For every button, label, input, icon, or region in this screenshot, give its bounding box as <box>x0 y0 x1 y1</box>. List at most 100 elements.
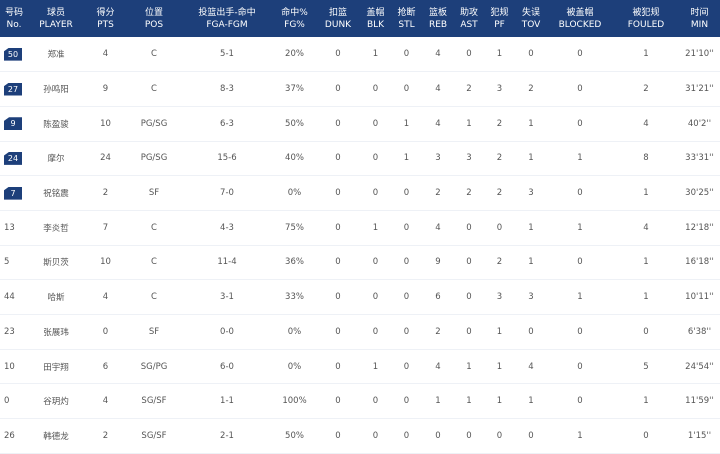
cell-pts: 24 <box>100 153 111 164</box>
cell-pos: C <box>151 292 157 303</box>
cell-tov: 1 <box>528 257 534 268</box>
cell-blocked: 0 <box>577 188 583 199</box>
cell-player: 摩尔 <box>47 154 65 165</box>
cell-pf: 3 <box>496 84 503 95</box>
cell-blk: 0 <box>372 292 379 303</box>
cell-pf: 2 <box>496 188 503 199</box>
cell-pf: 1 <box>496 396 503 407</box>
cell-dunk: 0 <box>335 292 341 303</box>
cell-stl: 0 <box>403 222 410 233</box>
column-header-no: 号码 No. <box>0 0 28 37</box>
cell-player: 郑准 <box>47 50 65 61</box>
cell-stl: 0 <box>403 396 410 407</box>
cell-fg-pct: 75% <box>285 222 304 233</box>
column-header-player: 球员 PLAYER <box>28 0 84 37</box>
cell-pts: 2 <box>102 188 109 199</box>
column-header-cn: 球员 <box>46 7 65 18</box>
column-header-ast: 助攻 AST <box>454 0 484 37</box>
cell-fga-fgm: 3-1 <box>220 292 234 303</box>
column-header-reb: 篮板 REB <box>422 0 454 37</box>
column-header-pf: 犯规 PF <box>484 0 515 37</box>
cell-ast: 0 <box>466 49 472 60</box>
column-header-en: REB <box>428 19 448 30</box>
column-header-cn: 命中% <box>281 7 308 18</box>
cell-ast: 3 <box>466 153 472 164</box>
cell-blocked: 0 <box>577 84 583 95</box>
table-row: 27 孙鸣阳 9 C 8-3 37% 0 0 0 4 2 3 2 0 2 31'21'' <box>0 72 720 107</box>
cell-min: 24'54'' <box>685 361 714 372</box>
cell-pos: SG/SF <box>141 430 167 441</box>
cell-stl: 0 <box>403 84 410 95</box>
cell-player: 张展玮 <box>43 327 69 338</box>
column-header-pos: 位置 POS <box>127 0 181 37</box>
cell-pf: 2 <box>496 153 503 164</box>
cell-pts: 7 <box>102 222 109 233</box>
cell-blk: 0 <box>372 118 379 129</box>
cell-fouled: 5 <box>643 361 649 372</box>
column-header-cn: 助攻 <box>459 7 478 18</box>
cell-tov: 0 <box>528 430 534 441</box>
cell-fg-pct: 40% <box>285 153 304 164</box>
cell-tov: 0 <box>528 49 534 60</box>
cell-blocked: 0 <box>577 396 583 407</box>
table-row: 24 摩尔 24 PG/SG 15-6 40% 0 0 1 3 3 2 1 1 8 33'31'' <box>0 141 720 176</box>
cell-pts: 9 <box>102 84 109 95</box>
column-header-en: MIN <box>690 19 709 30</box>
cell-pos: C <box>151 49 157 60</box>
cell-fga-fgm: 8-3 <box>220 84 234 95</box>
cell-fouled: 2 <box>643 84 649 95</box>
table-row: 10 田宇翔 6 SG/PG 6-0 0% 0 1 0 4 1 1 4 0 5 24'54'' <box>0 349 720 384</box>
cell-fouled: 0 <box>643 326 649 337</box>
cell-reb: 4 <box>435 118 441 129</box>
column-header-en: No. <box>6 19 22 30</box>
column-header-cn: 篮板 <box>428 7 447 18</box>
cell-fouled: 1 <box>643 292 649 303</box>
cell-fouled: 1 <box>643 188 649 199</box>
column-header-cn: 时间 <box>690 7 709 18</box>
cell-tov: 1 <box>528 396 534 407</box>
cell-player: 陈盈骏 <box>43 119 69 130</box>
cell-ast: 1 <box>466 396 472 407</box>
column-header-en: TOV <box>521 19 541 30</box>
column-header-cn: 投篮出手-命中 <box>198 7 256 18</box>
cell-fg-pct: 0% <box>287 326 302 337</box>
column-header-pts: 得分 PTS <box>84 0 127 37</box>
column-header-cn: 扣篮 <box>328 7 347 18</box>
cell-pts: 0 <box>102 326 109 337</box>
cell-pts: 6 <box>102 361 109 372</box>
cell-dunk: 0 <box>335 430 341 441</box>
column-header-en: POS <box>144 19 164 30</box>
column-header-stl: 抢断 STL <box>391 0 422 37</box>
cell-blk: 0 <box>372 326 379 337</box>
cell-pos: PG/SG <box>140 153 168 164</box>
jersey-number-cell: 50 <box>0 37 28 72</box>
cell-fouled: 4 <box>643 222 649 233</box>
cell-pos: SG/SF <box>141 396 167 407</box>
cell-pf: 2 <box>496 118 503 129</box>
cell-pos: C <box>151 257 157 268</box>
column-header-cn: 位置 <box>144 7 163 18</box>
jersey-number: 26 <box>4 430 15 441</box>
cell-stl: 0 <box>403 257 410 268</box>
cell-pf: 2 <box>496 257 503 268</box>
jersey-number-cell: 13 <box>0 210 28 245</box>
jersey-number-cell: 26 <box>0 419 28 454</box>
jersey-number-cell: 7 <box>0 176 28 211</box>
cell-tov: 3 <box>528 292 534 303</box>
cell-pos: SF <box>148 326 160 337</box>
cell-min: 31'21'' <box>685 84 714 95</box>
cell-reb: 4 <box>435 84 441 95</box>
cell-min: 10'11'' <box>685 292 714 303</box>
cell-dunk: 0 <box>335 84 341 95</box>
cell-min: 12'18'' <box>685 222 714 233</box>
table-row: 44 哈斯 4 C 3-1 33% 0 0 0 6 0 3 3 1 1 10'11'' <box>0 280 720 315</box>
cell-fouled: 1 <box>643 396 649 407</box>
cell-tov: 3 <box>528 188 534 199</box>
jersey-number: 5 <box>4 257 10 268</box>
column-header-en: FG% <box>284 19 305 30</box>
table-row: 13 李炎哲 7 C 4-3 75% 0 1 0 4 0 0 1 1 4 12'18'' <box>0 210 720 246</box>
cell-reb: 4 <box>435 222 441 233</box>
jersey-number: 44 <box>4 292 15 303</box>
cell-fouled: 1 <box>643 257 649 268</box>
cell-pts: 10 <box>100 118 111 129</box>
